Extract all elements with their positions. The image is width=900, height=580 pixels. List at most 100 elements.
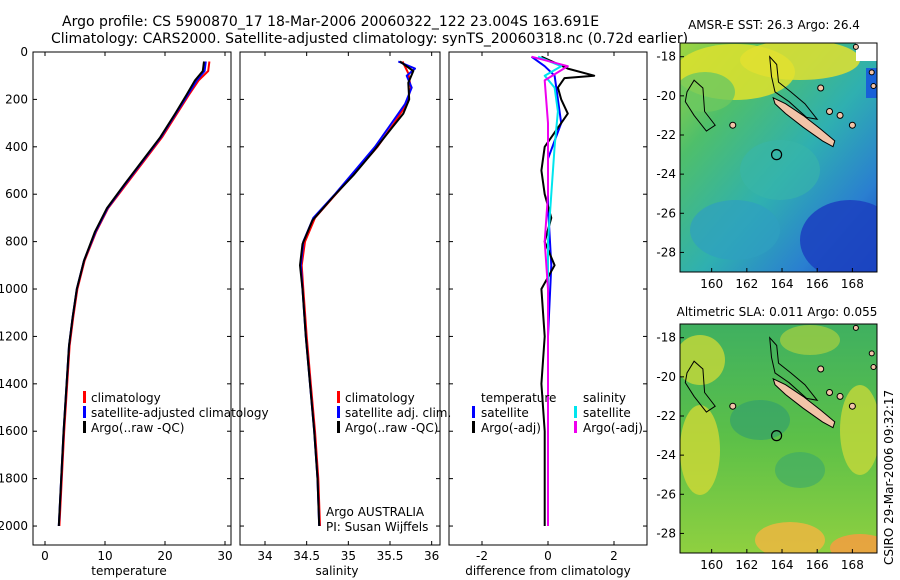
sla-ytick-label-1: -20 [656, 370, 676, 384]
temperature-legend: climatology satellite-adjusted climatolo… [83, 391, 269, 435]
temperature-series-1 [57, 61, 207, 527]
salinity-xtick-label-1: 34.5 [293, 549, 320, 563]
difference-xtick-label-0: -2 [476, 549, 488, 563]
salinity-xtick-label-0: 34 [257, 549, 272, 563]
sst-xtick-label-3: 166 [806, 277, 829, 291]
sla-reef-outline [684, 360, 716, 413]
sst-ytick-label-4: -26 [656, 206, 676, 220]
sst-map-overlay: 160 162 164 166 168 -18 -20 -22 -24 -26 -28 [656, 43, 877, 291]
sst-xtick-label-2: 164 [771, 277, 794, 291]
difference-chart: -2 0 2 [449, 51, 647, 563]
depth-tick-label-6: 1200 [0, 329, 28, 343]
difference-legend: temperature salinity satellite Argo(-adj… [472, 391, 643, 435]
depth-tick-label-5: 1000 [0, 282, 28, 296]
figure-title-line1: Argo profile: CS 5900870_17 18-Mar-2006 … [62, 14, 599, 30]
legend-sal-argo-adj: Argo(-adj) [583, 421, 643, 435]
sst-ytick-label-1: -20 [656, 89, 676, 103]
temperature-series-0 [58, 61, 211, 527]
temperature-xtick-label-0: 0 [41, 549, 49, 563]
float-pi: PI: Susan Wijffels [326, 520, 428, 534]
sla-map-overlay: 160 162 164 166 168 -18 -20 -22 -24 -26 -28 [656, 324, 877, 572]
salinity-legend: climatology satellite adj. clim. Argo(..… [326, 391, 451, 534]
sla-argo-position-marker [770, 430, 783, 442]
side-timestamp: CSIRO 29-Mar-2006 09:32:17 [882, 390, 896, 565]
sst-xtick-label-1: 162 [735, 277, 758, 291]
sst-map-image [680, 43, 877, 272]
sst-island-0 [826, 108, 834, 116]
salinity-xlabel: salinity [315, 564, 358, 578]
legend-temp-satellite: satellite [481, 406, 529, 420]
sst-map-title: AMSR-E SST: 26.3 Argo: 26.4 [688, 18, 860, 32]
sst-island-1 [836, 111, 844, 119]
depth-tick-label-4: 800 [5, 235, 28, 249]
sst-ytick-label-3: -24 [656, 167, 676, 181]
sla-map-frame [679, 323, 878, 554]
difference-xlabel: difference from climatology [465, 564, 631, 578]
sst-vanuatu-island-2 [870, 83, 877, 90]
legend-argo: Argo(..raw -QC) [91, 421, 184, 435]
sla-xtick-label-0: 160 [700, 558, 723, 572]
salinity-xtick-label-4: 36 [424, 549, 439, 563]
sla-xtick-label-1: 162 [735, 558, 758, 572]
sla-island-1 [836, 392, 844, 400]
depth-tick-label-0: 0 [20, 45, 28, 59]
legend-swatch-sal-argo [337, 421, 340, 433]
legend-climatology: climatology [91, 391, 161, 405]
difference-series-1 [540, 55, 596, 526]
sla-ytick-label-3: -24 [656, 448, 676, 462]
legend-sal-sat: satellite [583, 406, 631, 420]
sla-lagoon-outline [769, 336, 819, 402]
figure-title-line2: Climatology: CARS2000. Satellite-adjuste… [51, 31, 688, 47]
sla-map-image [680, 324, 877, 553]
legend-sal-satellite: satellite adj. clim. [345, 406, 451, 420]
sst-island-4 [729, 121, 737, 129]
sst-argo-position-marker [770, 149, 783, 161]
sla-xtick-label-3: 166 [806, 558, 829, 572]
sst-xtick-label-0: 160 [700, 277, 723, 291]
salinity-series-2 [299, 60, 415, 527]
sst-vanuatu-island-0 [852, 43, 859, 50]
sla-island-0 [826, 389, 834, 397]
temperature-panel [32, 51, 232, 546]
sst-ytick-label-2: -22 [656, 128, 676, 142]
legend-swatch-temp-argo [472, 421, 475, 433]
temperature-chart: 0 200 400 600 800 1000 1200 1400 1600 1800 2000 0 10… [0, 45, 233, 563]
legend-swatch-argo [83, 421, 86, 433]
sst-map-frame [679, 42, 878, 273]
sla-ytick-label-4: -26 [656, 487, 676, 501]
sla-vanuatu-island-0 [852, 324, 859, 331]
sst-ytick-label-0: -18 [656, 50, 676, 64]
salinity-series-1 [299, 60, 416, 527]
sla-new-caledonia-land [772, 377, 836, 429]
salinity-xtick-label-3: 35.5 [377, 549, 404, 563]
sla-ytick-label-0: -18 [656, 331, 676, 345]
sla-island-2 [848, 402, 856, 410]
sla-map-title: Altimetric SLA: 0.011 Argo: 0.055 [677, 305, 878, 319]
difference-series-3 [531, 55, 569, 526]
temperature-xlabel: temperature [91, 564, 166, 578]
sla-xtick-label-4: 168 [841, 558, 864, 572]
legend-swatch-temp-satellite [472, 406, 475, 418]
salinity-series-0 [300, 61, 412, 527]
depth-tick-label-1: 200 [5, 92, 28, 106]
depth-tick-label-8: 1600 [0, 424, 28, 438]
sst-new-caledonia-land [772, 96, 836, 148]
sla-xtick-label-2: 164 [771, 558, 794, 572]
legend-swatch-sal-sat [574, 406, 577, 418]
difference-xtick-label-1: 0 [544, 549, 552, 563]
legend-swatch-sal-climatology [337, 391, 340, 403]
legend-swatch-sal-satellite [337, 406, 340, 418]
legend-swatch-climatology [83, 391, 86, 403]
depth-tick-label-10: 2000 [0, 519, 28, 533]
salinity-panel [239, 51, 441, 546]
sst-ytick-label-5: -28 [656, 245, 676, 259]
temperature-xtick-label-1: 10 [97, 549, 112, 563]
depth-tick-label-9: 1800 [0, 472, 28, 486]
legend-sal-argo: Argo(..raw -QC) [345, 421, 438, 435]
legend-swatch-satellite [83, 406, 86, 418]
sst-xtick-label-4: 168 [841, 277, 864, 291]
difference-xtick-label-2: 2 [610, 549, 618, 563]
legend-temp-argo: Argo(-adj) [481, 421, 541, 435]
sla-ytick-label-5: -28 [656, 526, 676, 540]
